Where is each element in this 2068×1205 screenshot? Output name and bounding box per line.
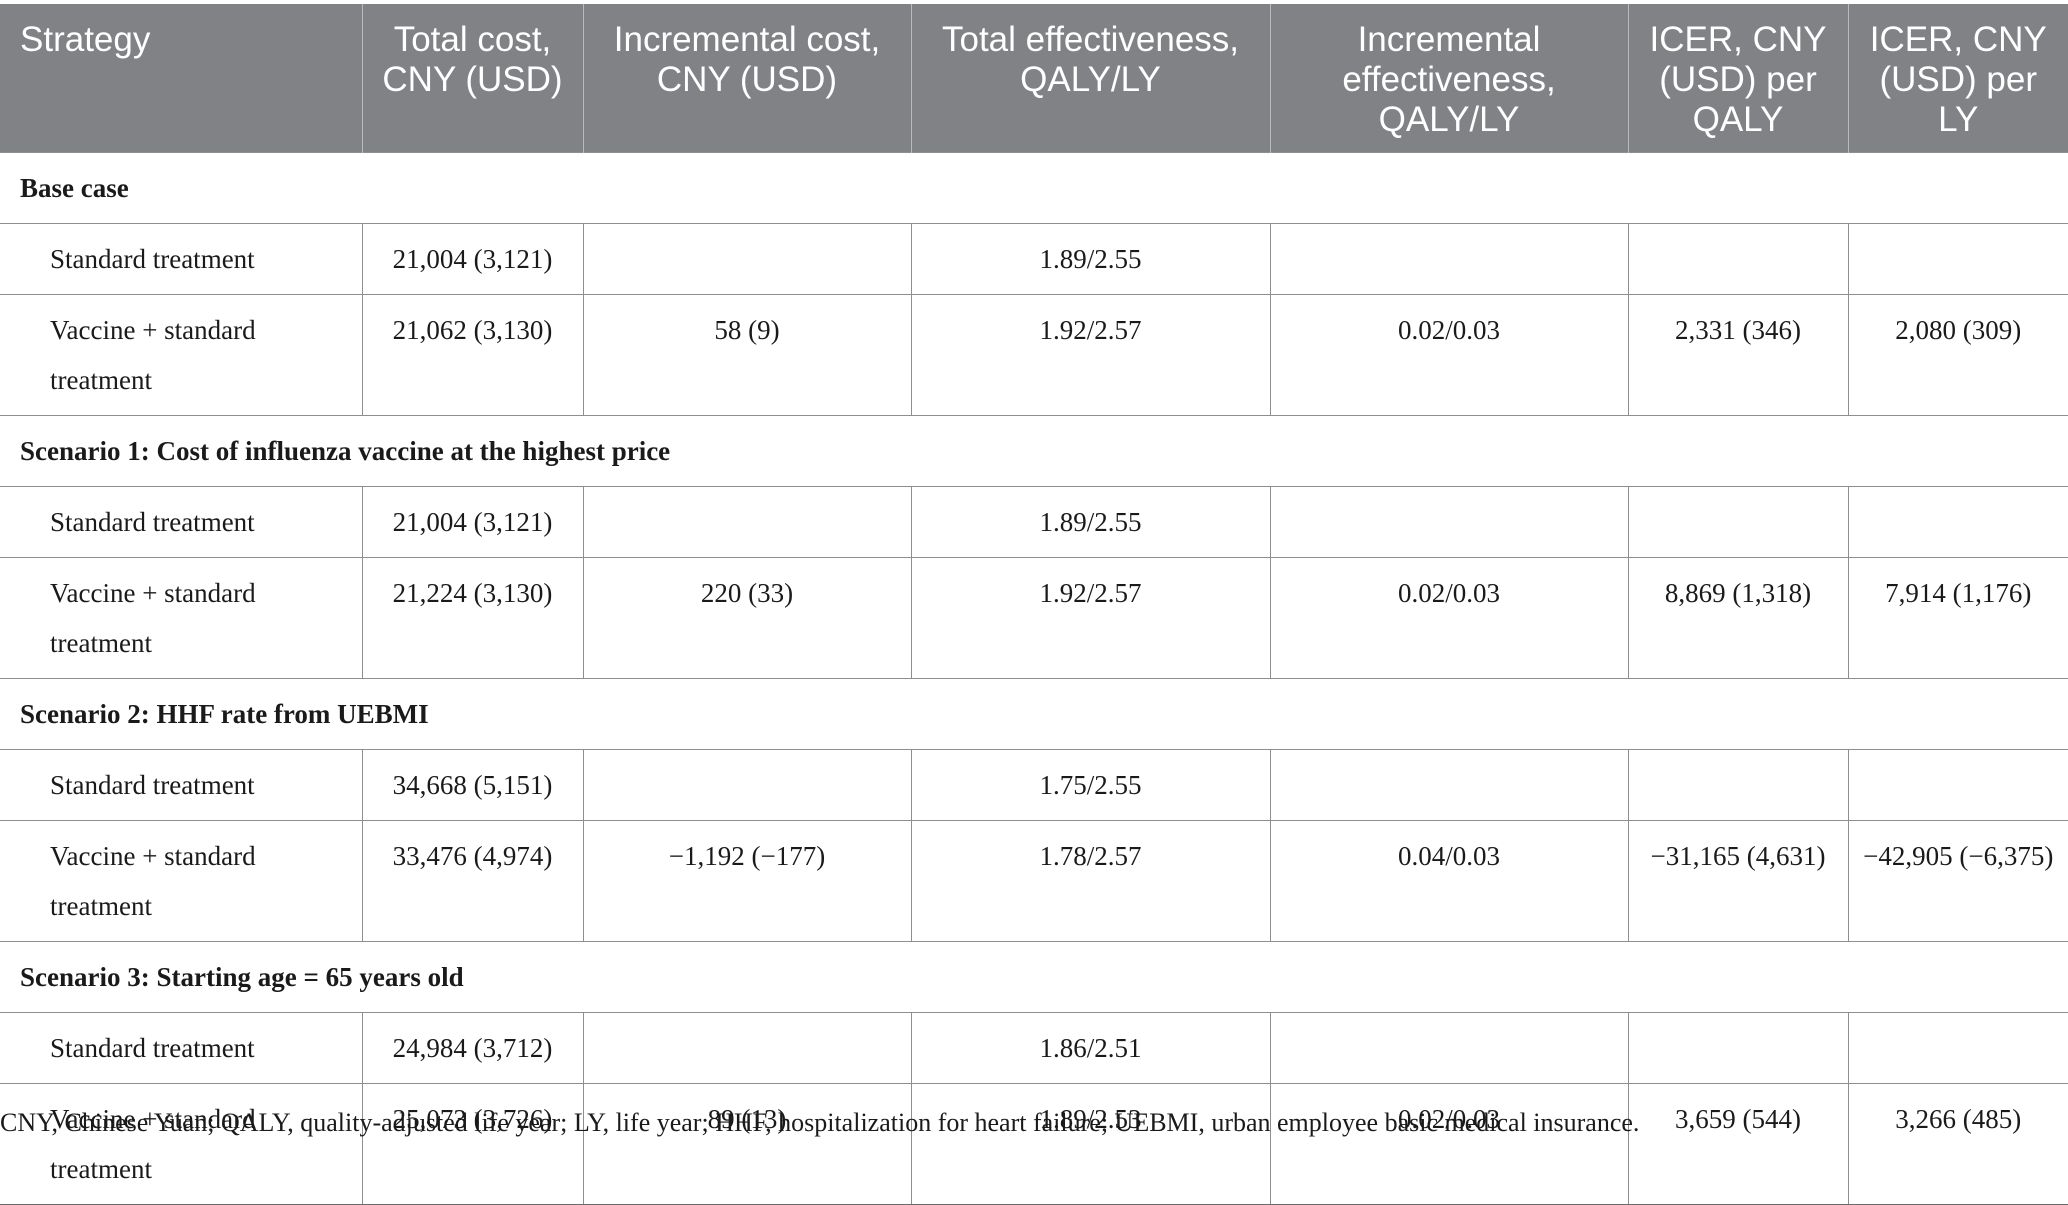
header-total-cost: Total cost, CNY (USD) [361,4,583,153]
cell-icer-ly [1847,223,2068,295]
cell-strategy: Vaccine + standard treatment [0,820,363,942]
header-row: Strategy Total cost, CNY (USD) Increment… [0,4,2068,153]
table-row: Standard treatment 21,004 (3,121) 1.89/2… [0,223,2068,295]
cell-total-cost: 21,004 (3,121) [361,223,584,295]
table-row: Standard treatment 24,984 (3,712) 1.86/2… [0,1012,2068,1084]
table-row: Vaccine + standard treatment 25,073 (3,7… [0,1083,2068,1205]
table-footnote: CNY, Chinese Yuan; QALY, quality-adjuste… [0,1108,1640,1137]
cell-strategy: Standard treatment [0,223,363,295]
cell-total-cost: 21,004 (3,121) [361,486,584,558]
cell-total-cost: 21,062 (3,130) [361,294,584,416]
cell-total-cost: 24,984 (3,712) [361,1012,584,1084]
cell-total-cost: 34,668 (5,151) [361,749,584,821]
cell-strategy: Vaccine + standard treatment [0,294,363,416]
cell-incremental-cost: 220 (33) [582,557,912,679]
cell-total-effectiveness: 1.75/2.55 [910,749,1271,821]
cell-incremental-effectiveness: 0.04/0.03 [1269,820,1629,942]
cost-effectiveness-table: Strategy Total cost, CNY (USD) Increment… [0,4,2068,1205]
cell-incremental-cost [582,1012,912,1084]
cell-icer-qaly: −31,165 (4,631) [1627,820,1849,942]
cell-strategy: Standard treatment [0,486,363,558]
table-row: Vaccine + standard treatment 21,224 (3,1… [0,557,2068,679]
cell-icer-qaly [1627,1012,1849,1084]
cell-total-effectiveness: 1.92/2.57 [910,294,1271,416]
cell-strategy: Vaccine + standard treatment [0,557,363,679]
cell-total-effectiveness: 1.89/2.53 [910,1083,1271,1205]
header-icer-qaly: ICER, CNY (USD) per QALY [1627,4,1848,153]
cell-icer-ly: 7,914 (1,176) [1847,557,2068,679]
cell-icer-ly [1847,1012,2068,1084]
cell-incremental-effectiveness: 0.02/0.03 [1269,1083,1629,1205]
header-icer-ly: ICER, CNY (USD) per LY [1847,4,2068,153]
cell-total-cost: 21,224 (3,130) [361,557,584,679]
cell-total-effectiveness: 1.89/2.55 [910,486,1271,558]
cell-icer-ly: 2,080 (309) [1847,294,2068,416]
cell-icer-ly: −42,905 (−6,375) [1847,820,2068,942]
cell-strategy: Standard treatment [0,1012,363,1084]
table-row: Standard treatment 21,004 (3,121) 1.89/2… [0,486,2068,558]
cell-icer-qaly: 2,331 (346) [1627,294,1849,416]
cell-incremental-effectiveness: 0.02/0.03 [1269,294,1629,416]
header-incremental-cost: Incremental cost, CNY (USD) [582,4,911,153]
cell-incremental-effectiveness [1269,223,1629,295]
table-row: Vaccine + standard treatment 33,476 (4,9… [0,820,2068,942]
cell-total-effectiveness: 1.89/2.55 [910,223,1271,295]
cell-total-cost: 33,476 (4,974) [361,820,584,942]
cell-icer-qaly: 8,869 (1,318) [1627,557,1849,679]
table-row: Vaccine + standard treatment 21,062 (3,1… [0,294,2068,416]
section-row: Base case [0,152,2068,224]
section-row: Scenario 1: Cost of influenza vaccine at… [0,415,2068,487]
table-row: Standard treatment 34,668 (5,151) 1.75/2… [0,749,2068,821]
section-row: Scenario 2: HHF rate from UEBMI [0,678,2068,750]
cell-incremental-effectiveness [1269,486,1629,558]
cell-strategy: Vaccine + standard treatment [0,1083,363,1205]
cell-icer-qaly: 3,659 (544) [1627,1083,1849,1205]
section-title: Scenario 1: Cost of influenza vaccine at… [0,415,2068,487]
section-row: Scenario 3: Starting age = 65 years old [0,941,2068,1013]
cell-incremental-effectiveness [1269,749,1629,821]
cell-incremental-cost: 89 (13) [582,1083,912,1205]
cell-total-effectiveness: 1.92/2.57 [910,557,1271,679]
cell-incremental-cost [582,486,912,558]
cell-incremental-cost: −1,192 (−177) [582,820,912,942]
section-title: Scenario 2: HHF rate from UEBMI [0,678,2068,750]
section-title: Base case [0,152,2068,224]
cell-incremental-cost [582,223,912,295]
cell-icer-qaly [1627,223,1849,295]
cell-icer-qaly [1627,749,1849,821]
cell-icer-qaly [1627,486,1849,558]
cell-incremental-cost [582,749,912,821]
cell-incremental-effectiveness [1269,1012,1629,1084]
cell-icer-ly [1847,749,2068,821]
cell-icer-ly [1847,486,2068,558]
section-title: Scenario 3: Starting age = 65 years old [0,941,2068,1013]
header-strategy: Strategy [0,4,362,153]
cell-incremental-cost: 58 (9) [582,294,912,416]
header-incremental-effectiveness: Incremental effectiveness, QALY/LY [1269,4,1628,153]
cell-strategy: Standard treatment [0,749,363,821]
cell-icer-ly: 3,266 (485) [1847,1083,2068,1205]
header-total-effectiveness: Total effectiveness, QALY/LY [910,4,1270,153]
cell-incremental-effectiveness: 0.02/0.03 [1269,557,1629,679]
cell-total-effectiveness: 1.78/2.57 [910,820,1271,942]
cell-total-effectiveness: 1.86/2.51 [910,1012,1271,1084]
cell-total-cost: 25,073 (3,726) [361,1083,584,1205]
